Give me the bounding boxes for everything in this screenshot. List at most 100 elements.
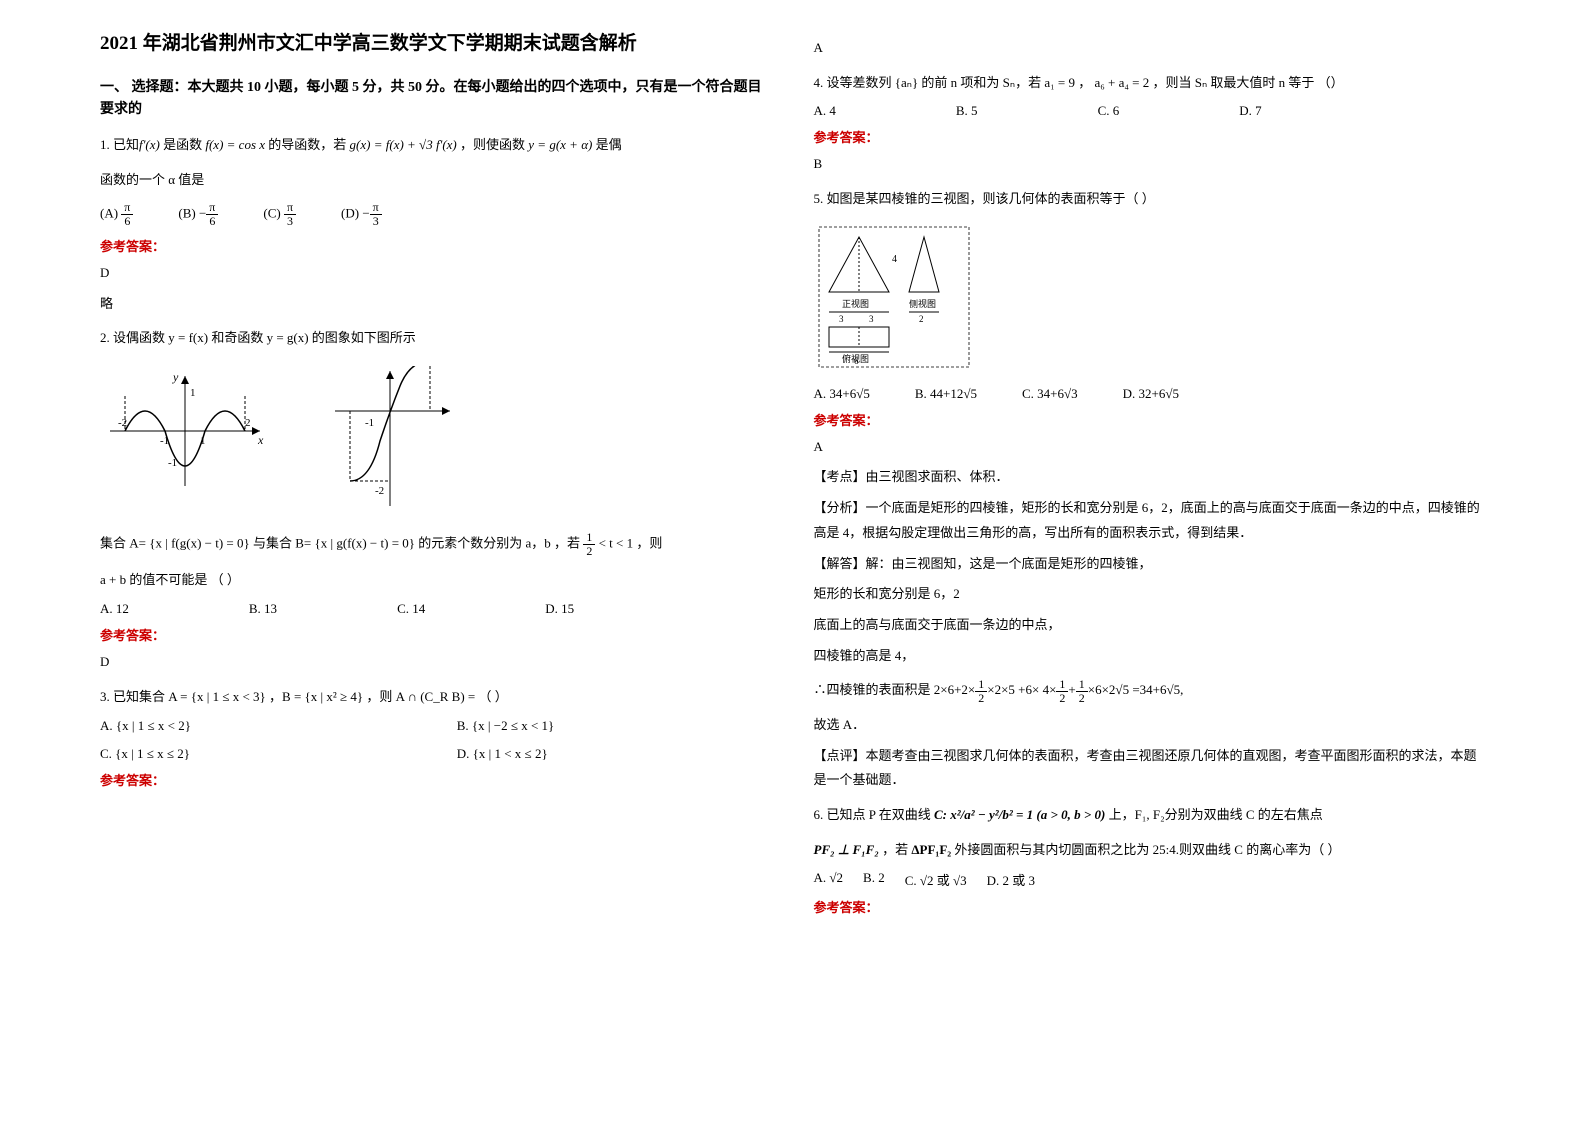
- q5-solve-label: 【解答】: [814, 556, 866, 571]
- q4-answer-label: 参考答案：: [814, 127, 1488, 146]
- q5-options: A. 34+6√5 B. 44+12√5 C. 34+6√3 D. 32+6√5: [814, 386, 1488, 402]
- q5-s1: 解：由三视图知，这是一个底面是矩形的四棱锥，: [866, 556, 1152, 571]
- q5-optB: B. 44+12√5: [915, 386, 977, 402]
- q1-text: 1. 已知f'(x) 是函数 f(x) = cos x 的导函数，若 g(x) …: [100, 137, 622, 152]
- optC-den: 3: [284, 215, 296, 228]
- q6-optB: B. 2: [863, 870, 885, 889]
- q6-line2: PF₂ ⊥ F₁F₂ ，若 ΔPF₁F₂ 外接圆面积与其内切圆面积之比为 25:…: [814, 838, 1488, 863]
- g1-y: y: [172, 370, 179, 384]
- q2l2p3: 与集合 B=: [250, 536, 315, 551]
- optB-num: π: [206, 201, 218, 215]
- svg-text:3: 3: [869, 314, 874, 324]
- q5-comment-label: 【点评】: [814, 748, 866, 763]
- q5s5p3: +: [1068, 682, 1075, 697]
- q6p2: 上，F₁, F₂分别为双曲线 C 的左右焦点: [1105, 807, 1322, 822]
- q5-answer: A: [814, 435, 1488, 460]
- question-1: 1. 已知f'(x) 是函数 f(x) = cos x 的导函数，若 g(x) …: [100, 133, 774, 158]
- q5-solve6: 故选 A．: [814, 713, 1488, 738]
- document-title: 2021 年湖北省荆州市文汇中学高三数学文下学期期末试题含解析: [100, 30, 774, 59]
- q6l2p4: 外接圆面积与其内切圆面积之比为 25:4.则双曲线 C 的离心率为（ ）: [951, 842, 1340, 857]
- q6-options: A. √2 B. 2 C. √2 或 √3 D. 2 或 3: [814, 870, 1488, 889]
- q5-point: 【考点】由三视图求面积、体积．: [814, 465, 1488, 490]
- graph-2: -1 -2: [330, 366, 460, 516]
- g1-pos1: 1: [200, 435, 206, 447]
- q5s5p1: ∴四棱锥的表面积是 2×6+2×: [814, 682, 976, 697]
- question-2: 2. 设偶函数 y = f(x) 和奇函数 y = g(x) 的图象如下图所示: [100, 326, 774, 351]
- q4-options: A. 4 B. 5 C. 6 D. 7: [814, 103, 1488, 119]
- q1-p6: g(x) = f(x) + √3 f'(x): [350, 137, 457, 152]
- q2-optD: D. 15: [545, 601, 574, 617]
- optD-den: 3: [370, 215, 382, 228]
- q1-answer: D: [100, 261, 774, 286]
- optA-den: 6: [121, 215, 133, 228]
- g1-ybot: -1: [168, 457, 177, 469]
- q2l2p1: 集合 A=: [100, 536, 149, 551]
- q5-optD: D. 32+6√5: [1123, 386, 1179, 402]
- q2l2p4: {x | g(f(x) − t) = 0}: [315, 536, 416, 551]
- q5s5p4: ×6×2√5 =34+6√5,: [1088, 682, 1184, 697]
- q3-answer: A: [814, 36, 1488, 61]
- svg-text:6: 6: [854, 356, 859, 366]
- q5f2n: 1: [1056, 678, 1068, 692]
- svg-text:侧视图: 侧视图: [909, 298, 936, 309]
- q6-formula: C: x²/a² − y²/b² = 1 (a > 0, b > 0): [934, 807, 1105, 822]
- q5-solve4: 四棱锥的高是 4，: [814, 644, 1488, 669]
- svg-text:2: 2: [919, 314, 924, 324]
- svg-text:4: 4: [892, 254, 897, 265]
- q5f1d: 2: [975, 692, 987, 705]
- q5s5p2: ×2×5 +6× 4×: [987, 682, 1056, 697]
- q6-optA: A. √2: [814, 870, 844, 889]
- q2-graphs: -2 2 1 -1 1 -1 x y -1 -2: [100, 366, 774, 516]
- q5-analysis: 【分析】一个底面是矩形的四棱锥，矩形的长和宽分别是 6，2，底面上的高与底面交于…: [814, 496, 1488, 545]
- optA-label: (A): [100, 205, 118, 220]
- optB-label: (B): [178, 205, 195, 220]
- q3-optA: A. {x | 1 ≤ x < 2}: [100, 718, 417, 734]
- q1-line2: 函数的一个 α 值是: [100, 168, 774, 193]
- q1-note: 略: [100, 292, 774, 317]
- g2-neg2: -2: [375, 485, 384, 497]
- q4-answer: B: [814, 152, 1488, 177]
- q5-analysis-text: 一个底面是矩形的四棱锥，矩形的长和宽分别是 6，2，底面上的高与底面交于底面一条…: [814, 500, 1480, 540]
- q5-solve2: 矩形的长和宽分别是 6，2: [814, 582, 1488, 607]
- q2fd: 2: [583, 545, 595, 558]
- q1-p2: f'(x): [139, 137, 160, 152]
- q2-answer: D: [100, 650, 774, 675]
- svg-text:正视图: 正视图: [842, 298, 869, 309]
- q2l2p2: {x | f(g(x) − t) = 0}: [149, 536, 250, 551]
- left-column: 2021 年湖北省荆州市文汇中学高三数学文下学期期末试题含解析 一、 选择题：本…: [100, 30, 774, 1092]
- q4-optA: A. 4: [814, 103, 836, 119]
- q1-options: (A) π6 (B) −π6 (C) π3 (D) −π3: [100, 201, 774, 228]
- q5f3n: 1: [1076, 678, 1088, 692]
- q5-point-label: 【考点】: [814, 469, 866, 484]
- q2-answer-label: 参考答案：: [100, 625, 774, 644]
- optD-label: (D): [341, 205, 359, 220]
- g1-xright: 2: [245, 417, 251, 429]
- optB-den: 6: [206, 215, 218, 228]
- q5-answer-label: 参考答案：: [814, 410, 1488, 429]
- optD-num: π: [370, 201, 382, 215]
- g1-neg1: -1: [160, 435, 169, 447]
- q3-options: A. {x | 1 ≤ x < 2} B. {x | −2 ≤ x < 1} C…: [100, 718, 774, 762]
- g1-xleft: -2: [118, 417, 127, 429]
- q2fn: 1: [583, 531, 595, 545]
- q5-comment-text: 本题考查由三视图求几何体的表面积，考查由三视图还原几何体的直观图，考查平面图形面…: [814, 748, 1477, 788]
- q6l2p2: ，若: [879, 842, 912, 857]
- right-column: A 4. 设等差数列 {aₙ} 的前 n 项和为 Sₙ，若 a₁ = 9 ， a…: [814, 30, 1488, 1092]
- q5-solve5: ∴四棱锥的表面积是 2×6+2×12×2×5 +6× 4×12+12×6×2√5…: [814, 676, 1488, 705]
- question-6: 6. 已知点 P 在双曲线 C: x²/a² − y²/b² = 1 (a > …: [814, 803, 1488, 828]
- q3-optD: D. {x | 1 < x ≤ 2}: [457, 746, 774, 762]
- g1-ytop: 1: [190, 387, 196, 399]
- q5f3d: 2: [1076, 692, 1088, 705]
- three-view-diagram: 4 正视图 侧视图 3 3 2 俯视图 6: [814, 222, 1488, 376]
- q6l2p3: ΔPF₁F₂: [911, 842, 951, 857]
- q5f2d: 2: [1056, 692, 1068, 705]
- graph-1: -2 2 1 -1 1 -1 x y: [100, 366, 270, 496]
- optC-label: (C): [263, 205, 280, 220]
- q3-optB: B. {x | −2 ≤ x < 1}: [457, 718, 774, 734]
- g2-neg1: -1: [365, 417, 374, 429]
- q5-analysis-label: 【分析】: [814, 500, 866, 515]
- q5-point-text: 由三视图求面积、体积．: [866, 469, 1009, 484]
- question-4: 4. 设等差数列 {aₙ} 的前 n 项和为 Sₙ，若 a₁ = 9 ， a₆ …: [814, 71, 1488, 96]
- q2-line2: 集合 A= {x | f(g(x) − t) = 0} 与集合 B= {x | …: [100, 531, 774, 558]
- q1-optC: (C) π3: [263, 201, 296, 228]
